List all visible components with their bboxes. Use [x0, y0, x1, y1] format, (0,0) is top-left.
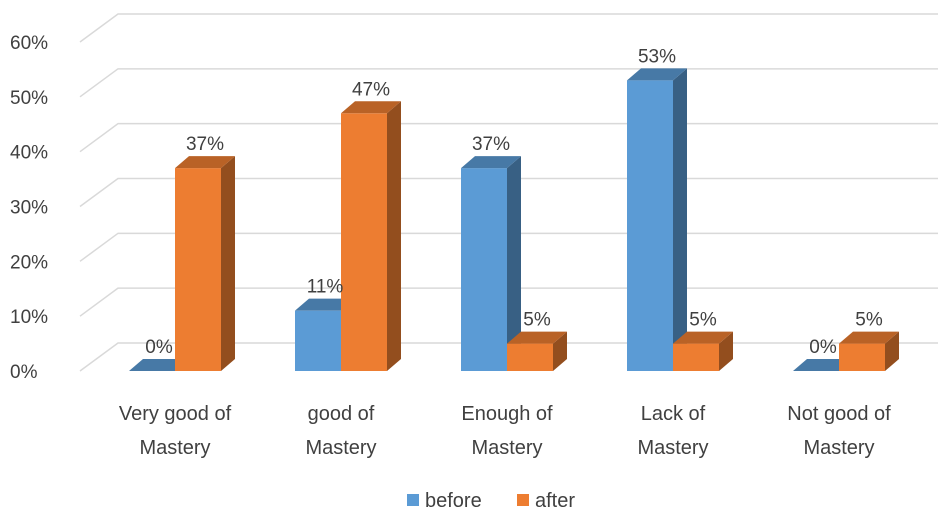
bar-after: [175, 156, 235, 371]
y-tick-label: 10%: [10, 307, 48, 328]
bar-before: [461, 156, 521, 371]
legend-swatch: [517, 494, 529, 506]
data-label: 0%: [809, 337, 837, 358]
category-label: Mastery: [471, 437, 542, 459]
data-label: 53%: [638, 46, 676, 67]
data-label: 11%: [307, 277, 344, 298]
legend: before after: [407, 490, 575, 512]
x-axis-categories: Very good of Mastery good of Mastery Enough …: [119, 403, 891, 459]
gridline: [79, 13, 938, 43]
category-label: Mastery: [803, 437, 874, 459]
bars: [129, 68, 899, 372]
y-tick-label: 30%: [10, 198, 48, 219]
category-label: Very good of: [119, 403, 232, 425]
y-tick-label: 40%: [10, 143, 48, 164]
data-label: 47%: [352, 79, 390, 100]
data-label: 0%: [145, 337, 173, 358]
bar-after: [507, 331, 567, 371]
bar-before: [627, 68, 687, 371]
category-label: Lack of: [641, 403, 706, 425]
data-label: 5%: [689, 310, 717, 331]
data-label: 37%: [186, 134, 224, 155]
y-axis-ticks: 0% 10% 20% 30% 40% 50% 60%: [10, 33, 48, 383]
y-tick-label: 50%: [10, 88, 48, 109]
legend-label: before: [425, 490, 482, 512]
y-tick-label: 20%: [10, 252, 48, 273]
data-label: 5%: [855, 310, 883, 331]
category-label: Mastery: [305, 437, 376, 459]
bar-after: [673, 331, 733, 371]
gridline: [79, 68, 938, 98]
gridlines: [79, 13, 938, 372]
data-label: 5%: [523, 310, 551, 331]
category-label: good of: [308, 403, 375, 425]
bar-before: [129, 359, 189, 371]
legend-label: after: [535, 490, 575, 512]
category-label: Enough of: [461, 403, 553, 425]
bar-after: [839, 331, 899, 371]
y-tick-label: 0%: [10, 362, 38, 383]
legend-swatch: [407, 494, 419, 506]
category-label: Mastery: [139, 437, 210, 459]
bar-after: [341, 101, 401, 372]
y-tick-label: 60%: [10, 33, 48, 54]
bar-before: [793, 359, 853, 371]
data-label: 37%: [472, 134, 510, 155]
data-labels: 0% 11% 37% 53% 0% 37% 47% 5% 5% 5%: [145, 46, 883, 358]
category-label: Mastery: [637, 437, 708, 459]
category-label: Not good of: [787, 403, 891, 425]
